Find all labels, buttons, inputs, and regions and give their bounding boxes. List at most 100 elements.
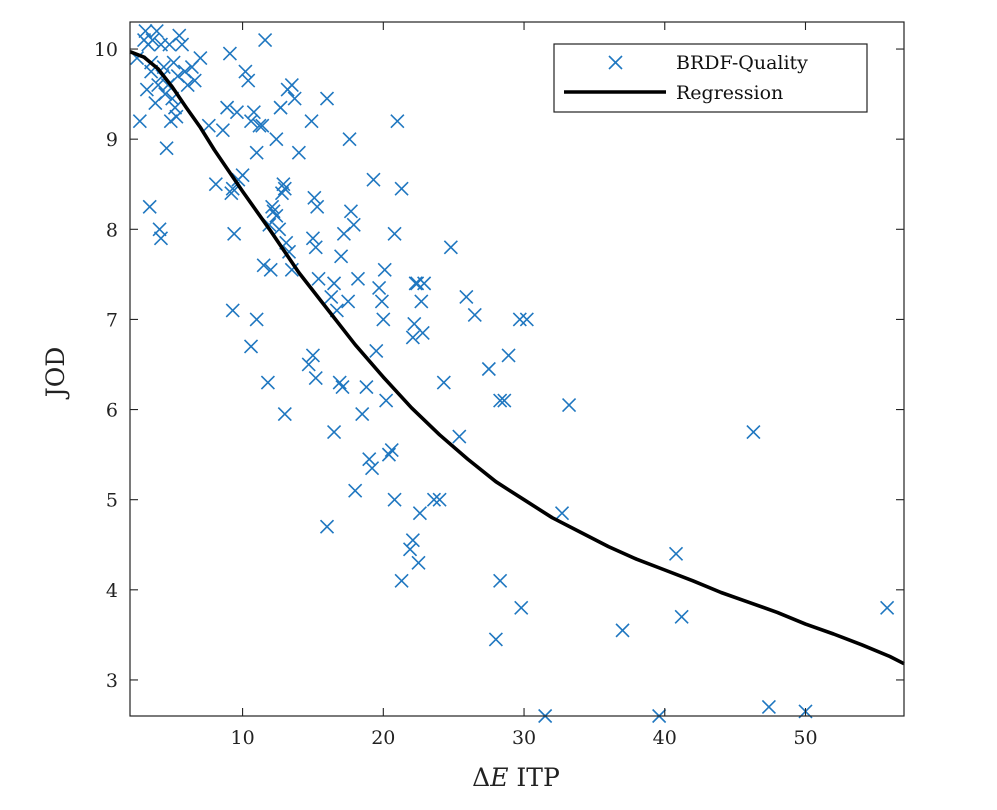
scatter-point-stroke	[519, 312, 534, 327]
scatter-point	[379, 393, 394, 408]
scatter-point	[138, 23, 153, 39]
y-tick-label: 7	[106, 309, 118, 331]
scatter-point-stroke	[376, 312, 391, 327]
scatter-point-stroke	[364, 461, 380, 476]
scatter-point-stroke	[415, 325, 430, 341]
x-tick-label: 10	[230, 727, 254, 749]
scatter-point	[246, 105, 261, 120]
scatter-point	[269, 132, 284, 147]
scatter-point-stroke	[326, 276, 342, 291]
scatter-point	[355, 406, 370, 422]
scatter-point	[880, 600, 895, 615]
scatter-point	[227, 226, 242, 241]
scatter-point-stroke	[170, 69, 185, 84]
scatter-point-stroke	[497, 393, 512, 408]
scatter-point-stroke	[512, 312, 527, 327]
legend-label-regression: Regression	[676, 82, 783, 104]
scatter-point	[311, 271, 326, 286]
scatter-point	[225, 303, 240, 318]
scatter-point	[326, 425, 342, 440]
scatter-point	[554, 506, 570, 521]
scatter-point	[335, 379, 350, 395]
scatter-point-stroke	[305, 348, 321, 363]
scatter-point-stroke	[225, 303, 240, 318]
scatter-point	[341, 294, 356, 309]
scatter-point	[319, 519, 335, 534]
scatter-point	[501, 348, 516, 363]
scatter-point-stroke	[436, 375, 451, 390]
scatter-point	[180, 78, 195, 93]
scatter-point	[324, 289, 339, 304]
scatter-point-stroke	[311, 271, 326, 286]
scatter-point	[273, 100, 288, 115]
scatter-point	[252, 118, 267, 133]
scatter-point	[193, 50, 208, 66]
scatter-point	[417, 276, 432, 291]
scatter-point-stroke	[153, 231, 169, 246]
scatter-point-stroke	[308, 240, 323, 255]
scatter-point-stroke	[880, 600, 895, 615]
x-tick-label: 40	[653, 727, 677, 749]
scatter-point	[326, 276, 342, 291]
scatter-point	[291, 145, 306, 160]
scatter-point	[281, 244, 297, 259]
scatter-point-stroke	[332, 375, 347, 390]
scatter-point-stroke	[166, 55, 181, 70]
scatter-point-stroke	[335, 379, 350, 395]
scatter-point-stroke	[410, 276, 425, 291]
scatter-point-stroke	[169, 109, 184, 124]
scatter-point-stroke	[405, 533, 420, 548]
scatter-point	[139, 82, 154, 97]
scatter-point-stroke	[355, 406, 370, 422]
scatter-point	[519, 312, 534, 327]
scatter-point	[162, 37, 177, 52]
scatter-point-stroke	[193, 50, 208, 66]
scatter-point-stroke	[562, 397, 577, 413]
y-tick-label: 8	[106, 219, 118, 241]
scatter-point-stroke	[310, 199, 325, 214]
scatter-point	[307, 190, 322, 205]
scatter-point	[761, 699, 776, 715]
scatter-point	[235, 168, 250, 183]
scatter-point-stroke	[674, 609, 689, 624]
scatter-point-stroke	[201, 118, 216, 133]
scatter-point	[175, 37, 190, 52]
scatter-point-stroke	[346, 217, 361, 232]
scatter-point	[287, 91, 302, 106]
scatter-point-stroke	[284, 78, 299, 93]
scatter-point-stroke	[287, 91, 302, 106]
scatter-point	[255, 118, 270, 133]
scatter-point-stroke	[269, 208, 284, 223]
scatter-point	[260, 375, 275, 390]
scatter-point	[269, 208, 284, 223]
scatter-point-stroke	[175, 37, 190, 52]
scatter-point	[158, 87, 173, 102]
scatter-point-stroke	[258, 32, 273, 48]
scatter-point	[394, 181, 409, 196]
scatter-point-stroke	[746, 425, 761, 440]
scatter-point	[258, 32, 273, 48]
scatter-point-stroke	[615, 623, 630, 638]
scatter-point-stroke	[243, 114, 259, 129]
scatter-point	[402, 542, 418, 557]
scatter-point-stroke	[187, 73, 202, 88]
scatter-point-stroke	[255, 118, 270, 133]
x-tick-label: 30	[512, 727, 536, 749]
scatter-point-stroke	[390, 114, 405, 129]
scatter-point-stroke	[414, 294, 429, 309]
scatter-point	[265, 199, 280, 214]
scatter-point-stroke	[668, 546, 684, 561]
scatter-point	[272, 222, 287, 237]
scatter-point	[305, 231, 321, 246]
scatter-point-stroke	[149, 23, 164, 39]
scatter-point	[366, 172, 381, 187]
scatter-point	[372, 280, 387, 295]
x-tick-label: 50	[793, 727, 817, 749]
scatter-point	[387, 492, 402, 507]
scatter-point-stroke	[235, 168, 250, 183]
scatter-point	[381, 447, 397, 462]
scatter-point-stroke	[372, 280, 387, 295]
scatter-point	[436, 375, 451, 390]
scatter-point	[432, 492, 447, 507]
scatter-point-stroke	[381, 447, 397, 462]
